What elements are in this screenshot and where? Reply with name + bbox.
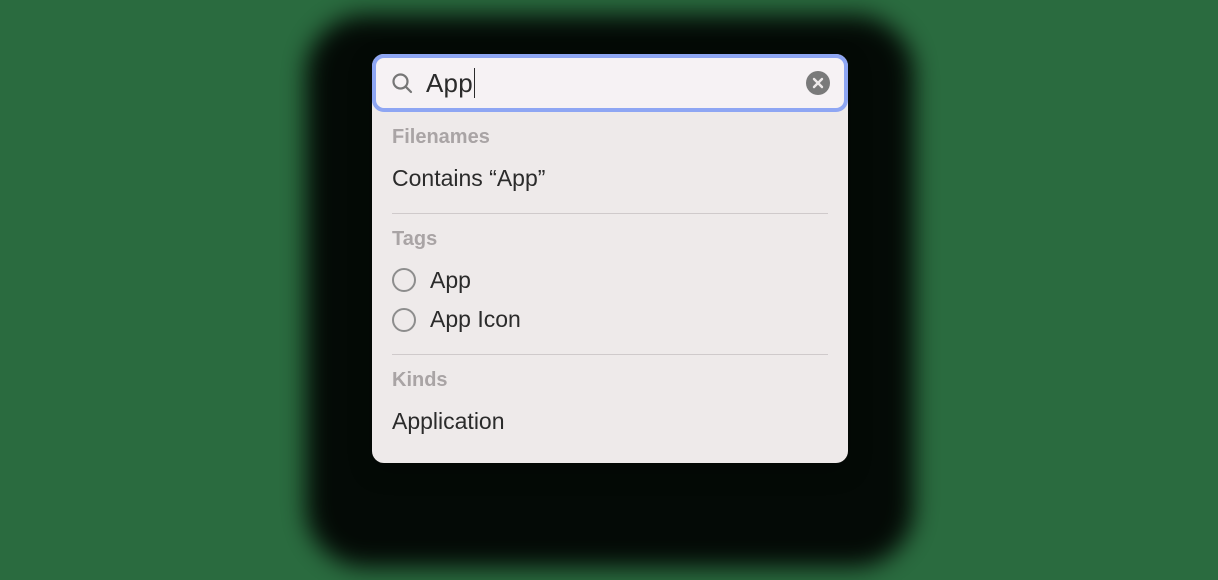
kinds-header: Kinds — [392, 369, 828, 392]
tags-header: Tags — [392, 228, 828, 251]
search-input-value: App — [426, 68, 806, 99]
filenames-header: Filenames — [392, 126, 828, 149]
tag-suggestion-app-icon[interactable]: App Icon — [392, 300, 828, 340]
tags-section: Tags App App Icon — [372, 214, 848, 348]
filenames-section: Filenames Contains “App” — [372, 112, 848, 207]
search-icon — [390, 71, 414, 95]
clear-search-button[interactable] — [806, 71, 830, 95]
kind-label: Application — [392, 408, 505, 436]
kind-suggestion-application[interactable]: Application — [392, 402, 828, 442]
close-icon — [811, 76, 825, 90]
tag-color-icon — [392, 268, 416, 292]
text-caret — [474, 68, 476, 98]
tag-label: App — [430, 267, 471, 295]
kinds-section: Kinds Application — [372, 355, 848, 464]
search-input[interactable]: App — [372, 54, 848, 112]
search-field-container: App — [372, 54, 848, 112]
filenames-suggestion[interactable]: Contains “App” — [392, 159, 828, 199]
search-suggestions-popover: App Filenames Contains “App” Tags App Ap… — [372, 54, 848, 463]
tag-suggestion-app[interactable]: App — [392, 261, 828, 301]
search-text-value: App — [426, 68, 473, 99]
filenames-suggestion-label: Contains “App” — [392, 165, 545, 193]
tag-color-icon — [392, 308, 416, 332]
tag-label: App Icon — [430, 306, 521, 334]
